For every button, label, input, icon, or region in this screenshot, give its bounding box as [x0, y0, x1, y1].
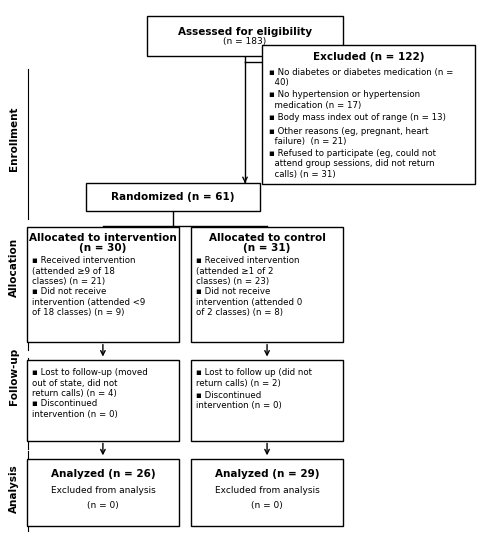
Text: ▪ Refused to participate (eg, could not
  attend group sessions, did not return
: ▪ Refused to participate (eg, could not …	[269, 149, 436, 179]
Text: (n = 31): (n = 31)	[244, 243, 291, 253]
Text: ▪ Did not receive
intervention (attended <9
of 18 classes) (n = 9): ▪ Did not receive intervention (attended…	[32, 287, 145, 317]
Text: Analyzed (n = 26): Analyzed (n = 26)	[50, 469, 155, 479]
FancyBboxPatch shape	[262, 45, 475, 184]
Text: Excluded from analysis: Excluded from analysis	[215, 486, 319, 495]
FancyBboxPatch shape	[27, 227, 179, 342]
Text: (n = 30): (n = 30)	[79, 243, 126, 253]
Text: ▪ Received intervention
(attended ≥9 of 18
classes) (n = 21): ▪ Received intervention (attended ≥9 of …	[32, 256, 135, 286]
Text: (n = 0): (n = 0)	[87, 501, 119, 510]
FancyBboxPatch shape	[191, 227, 343, 342]
Text: Allocated to intervention: Allocated to intervention	[29, 233, 177, 244]
Text: ▪ Received intervention
(attended ≥1 of 2
classes) (n = 23): ▪ Received intervention (attended ≥1 of …	[196, 256, 299, 286]
Text: ▪ Other reasons (eg, pregnant, heart
  failure)  (n = 21): ▪ Other reasons (eg, pregnant, heart fai…	[269, 127, 429, 146]
Text: Assessed for eligibility: Assessed for eligibility	[178, 27, 312, 37]
Text: Allocation: Allocation	[9, 238, 19, 296]
Text: Analysis: Analysis	[9, 464, 19, 513]
Text: ▪ Discontinued
intervention (n = 0): ▪ Discontinued intervention (n = 0)	[196, 391, 282, 410]
FancyBboxPatch shape	[27, 360, 179, 441]
FancyBboxPatch shape	[27, 459, 179, 526]
FancyBboxPatch shape	[86, 183, 260, 211]
Text: ▪ Did not receive
intervention (attended 0
of 2 classes) (n = 8): ▪ Did not receive intervention (attended…	[196, 287, 302, 317]
Text: ▪ Body mass index out of range (n = 13): ▪ Body mass index out of range (n = 13)	[269, 113, 446, 122]
FancyBboxPatch shape	[191, 360, 343, 441]
Text: (n = 183): (n = 183)	[223, 37, 267, 46]
Text: ▪ Lost to follow-up (moved
out of state, did not
return calls) (n = 4): ▪ Lost to follow-up (moved out of state,…	[32, 368, 147, 398]
Text: ▪ No hypertension or hypertension
  medication (n = 17): ▪ No hypertension or hypertension medica…	[269, 90, 420, 109]
Text: Allocated to control: Allocated to control	[209, 233, 325, 244]
FancyBboxPatch shape	[147, 16, 343, 56]
Text: Excluded (n = 122): Excluded (n = 122)	[313, 52, 424, 62]
Text: Follow-up: Follow-up	[9, 348, 19, 405]
Text: Analyzed (n = 29): Analyzed (n = 29)	[215, 469, 319, 479]
Text: Enrollment: Enrollment	[9, 107, 19, 171]
Text: ▪ Discontinued
intervention (n = 0): ▪ Discontinued intervention (n = 0)	[32, 399, 118, 419]
Text: Randomized (n = 61): Randomized (n = 61)	[111, 192, 235, 202]
FancyBboxPatch shape	[191, 459, 343, 526]
Text: ▪ No diabetes or diabetes medication (n =
  40): ▪ No diabetes or diabetes medication (n …	[269, 68, 453, 87]
Text: Excluded from analysis: Excluded from analysis	[50, 486, 155, 495]
Text: (n = 0): (n = 0)	[251, 501, 283, 510]
Text: ▪ Lost to follow up (did not
return calls) (n = 2): ▪ Lost to follow up (did not return call…	[196, 368, 312, 388]
